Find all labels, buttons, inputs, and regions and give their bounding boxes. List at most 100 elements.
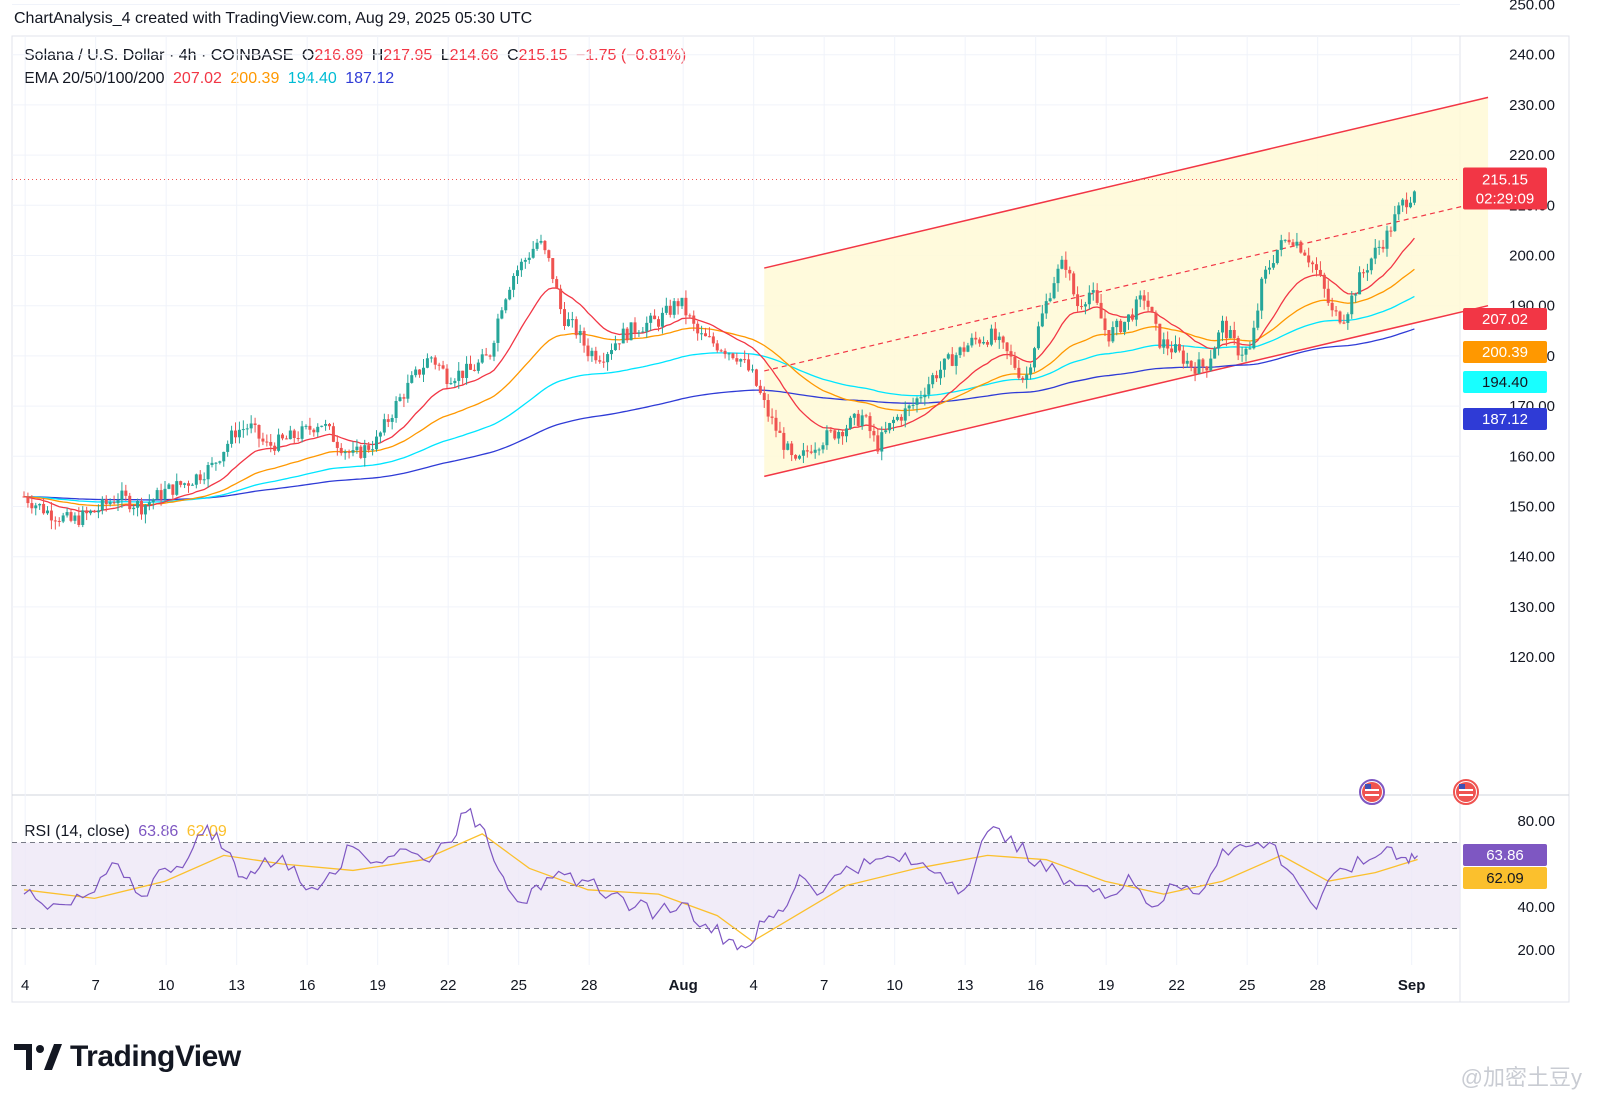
candle-body <box>876 435 880 452</box>
us-flag-event-icon[interactable] <box>1359 779 1385 805</box>
price-tags: 215.15 02:29:09 207.02 200.39 194.40 187.12 63… <box>1463 167 1547 889</box>
candle-body <box>234 430 237 438</box>
candle-body <box>241 429 245 431</box>
ema200-value: 187.12 <box>345 70 395 87</box>
candle-body <box>367 445 371 450</box>
candle-body <box>1170 348 1174 353</box>
candle-body <box>488 355 492 357</box>
channel-lower-line[interactable] <box>764 304 1489 478</box>
candle-body <box>1365 270 1369 273</box>
candle-body <box>245 428 249 430</box>
candle-body <box>954 355 958 366</box>
candle-body <box>1354 294 1358 296</box>
candle-body <box>927 384 931 395</box>
candlesticks <box>22 190 1416 530</box>
last-price-tag: 215.15 <box>1482 171 1528 188</box>
parallel-channel[interactable] <box>12 96 1489 478</box>
candle-body <box>637 332 641 334</box>
candle-body <box>688 315 692 317</box>
candle-body <box>758 385 762 393</box>
candle-body <box>845 428 848 437</box>
candle-body <box>657 319 660 327</box>
candle-body <box>1381 246 1385 249</box>
candle-body <box>472 369 476 371</box>
candle-body <box>516 270 519 276</box>
candle-body <box>707 336 711 338</box>
channel-mid-line[interactable] <box>764 199 1489 372</box>
candle-body <box>1201 359 1205 367</box>
candle-body <box>942 358 946 370</box>
candle-body <box>1068 269 1072 274</box>
candle-body <box>508 289 512 300</box>
candle-body <box>751 369 754 371</box>
candle-body <box>1033 348 1036 368</box>
candle-body <box>978 339 982 344</box>
rsi-ma-value: 62.09 <box>186 823 227 840</box>
candle-body <box>762 392 766 401</box>
candle-body <box>1099 302 1103 319</box>
candle-body <box>899 416 903 421</box>
candle-body <box>226 443 230 452</box>
candle-body <box>1393 214 1397 232</box>
candle-body <box>919 397 923 399</box>
candle-body <box>320 425 324 427</box>
channel-upper-line[interactable] <box>764 96 1489 269</box>
candle-body <box>445 368 449 385</box>
candle-body <box>1409 202 1412 208</box>
candle-body <box>1228 330 1232 339</box>
time-tick-label: 22 <box>1168 977 1185 994</box>
rsi-ma-line <box>23 833 1418 943</box>
candle-body <box>1358 272 1362 295</box>
candle-body <box>805 450 809 452</box>
candle-body <box>1385 230 1389 249</box>
candle-body <box>386 419 390 422</box>
candle-body <box>860 415 864 426</box>
candle-body <box>281 434 284 439</box>
us-flag-event-icon[interactable] <box>1453 779 1479 805</box>
candle-body <box>253 423 257 426</box>
candle-body <box>719 350 723 352</box>
rsi-legend-label[interactable]: RSI (14, close) <box>24 823 130 840</box>
candle-body <box>841 432 845 437</box>
candle-body <box>136 501 140 508</box>
candle-body <box>1209 358 1213 371</box>
candle-body <box>680 297 684 307</box>
candle-body <box>1350 295 1354 315</box>
economic-events[interactable] <box>1359 779 1479 805</box>
candle-body <box>1213 348 1217 359</box>
candle-body <box>625 328 629 341</box>
candle-body <box>1060 259 1064 269</box>
candle-body <box>1185 360 1189 364</box>
candle-body <box>539 240 543 243</box>
candle-body <box>328 423 331 427</box>
candle-body <box>668 305 672 315</box>
candle-body <box>774 417 778 431</box>
candle-body <box>1248 348 1252 350</box>
candle-body <box>143 504 147 515</box>
candle-body <box>590 350 594 357</box>
candle-body <box>30 503 34 509</box>
candle-body <box>480 354 484 363</box>
candle-body <box>1346 314 1350 323</box>
candle-body <box>418 369 422 375</box>
candle-body <box>598 360 602 362</box>
candle-body <box>613 343 617 351</box>
candle-body <box>335 441 339 448</box>
candle-body <box>1264 269 1268 279</box>
tradingview-logo[interactable]: TradingView <box>14 1040 241 1074</box>
ema50-tag-bg <box>1463 341 1547 363</box>
candle-body <box>496 318 500 343</box>
ema100-tag-bg <box>1463 371 1547 393</box>
candle-body <box>884 430 888 433</box>
ema-lines <box>23 237 1415 513</box>
time-tick-label: 7 <box>820 977 828 994</box>
price-tick-label: 240.00 <box>1509 47 1555 64</box>
candle-body <box>629 322 633 341</box>
symbol-name[interactable]: Solana / U.S. Dollar · 4h · COINBASE <box>24 47 294 64</box>
ema-legend-label[interactable]: EMA 20/50/100/200 <box>24 70 165 87</box>
candle-body <box>132 507 136 510</box>
candle-body <box>124 490 128 496</box>
candle-body <box>1017 367 1021 378</box>
candle-body <box>782 432 786 450</box>
